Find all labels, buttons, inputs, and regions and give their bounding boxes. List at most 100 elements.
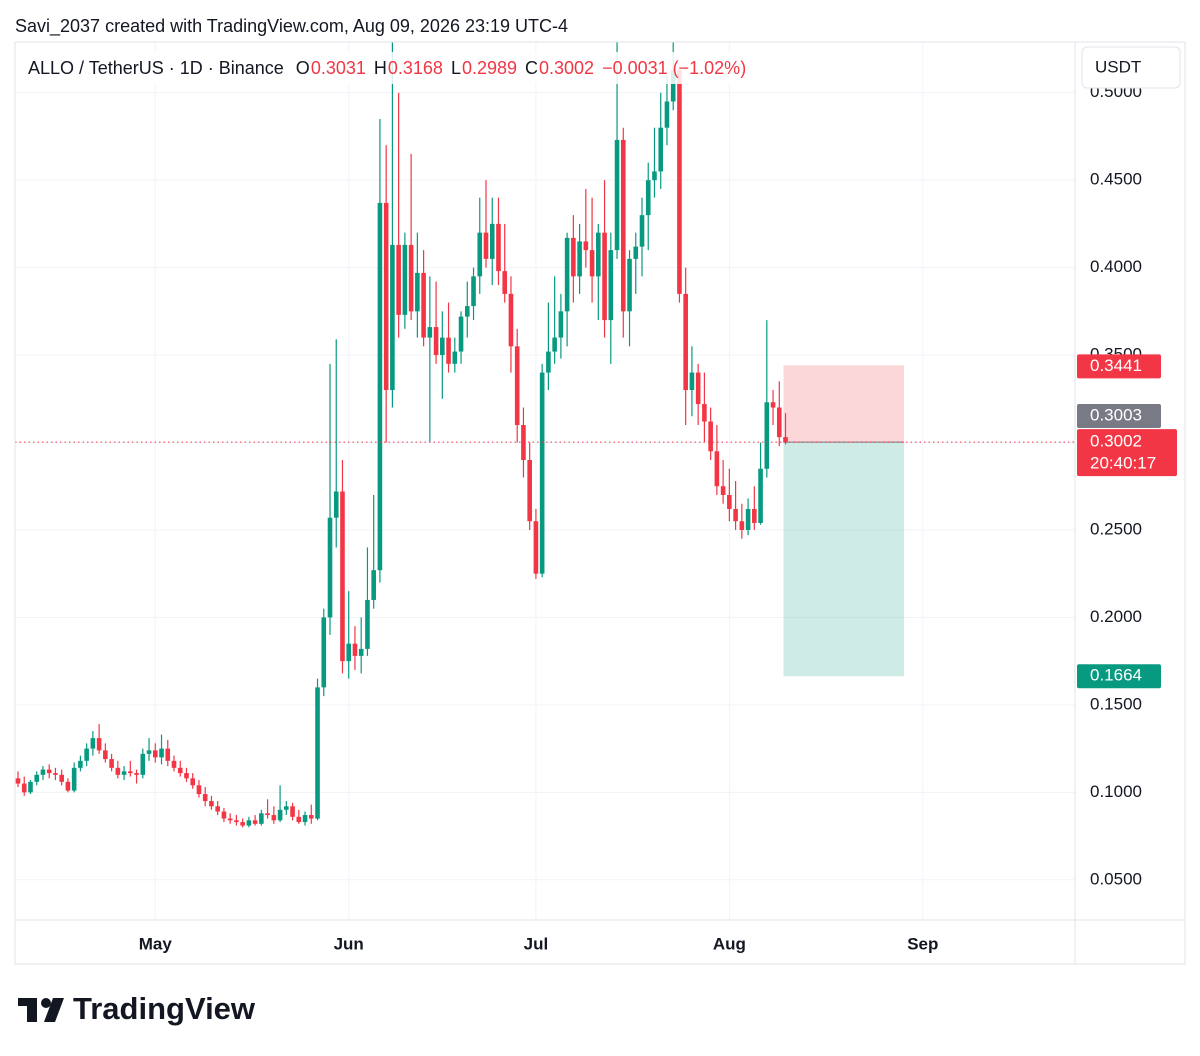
legend-ohlc-label: H xyxy=(374,58,387,78)
candle-body xyxy=(664,101,670,128)
candle-body xyxy=(752,508,757,523)
legend-change: −0.0031 (−1.02%) xyxy=(602,58,746,78)
candle-body xyxy=(215,806,220,812)
candle-body xyxy=(446,337,451,364)
candle-body xyxy=(477,232,483,277)
candle-body xyxy=(221,811,227,819)
candle-body xyxy=(259,813,264,824)
candle-body xyxy=(171,760,177,768)
candle-body xyxy=(783,437,788,443)
candle-body xyxy=(290,806,295,817)
candle-body xyxy=(240,822,245,826)
logo-shape xyxy=(27,998,37,1022)
candle-body xyxy=(433,327,439,356)
candle-body xyxy=(514,346,520,426)
candle-body xyxy=(346,643,352,662)
price-tags: 0.3441 0.3003 0.1664 0.3002 20:40:17 xyxy=(1077,354,1177,689)
y-tick-label: 0.4000 xyxy=(1090,257,1142,276)
target-zone xyxy=(783,442,905,677)
candle-body xyxy=(627,258,632,312)
candle-body xyxy=(53,773,58,775)
candle-body xyxy=(683,293,688,391)
x-tick-label: Jun xyxy=(334,934,364,953)
candle-body xyxy=(152,750,158,758)
candle-body xyxy=(327,517,333,618)
frame-border xyxy=(14,41,1186,965)
candle-body xyxy=(40,769,46,775)
candle-body xyxy=(128,771,133,774)
stop-tag: 0.3441 xyxy=(1090,356,1142,375)
candle-body xyxy=(695,372,701,405)
candle-body xyxy=(308,815,314,819)
candle-body xyxy=(234,820,239,823)
candle-body xyxy=(333,491,339,518)
candle-body xyxy=(146,750,152,754)
candle-body xyxy=(365,599,370,649)
candle-body xyxy=(271,815,277,821)
candle-body xyxy=(602,232,607,321)
candle-body xyxy=(302,815,308,823)
candle-body xyxy=(596,232,601,277)
x-tick-label: Aug xyxy=(713,934,746,953)
candle-body xyxy=(702,404,707,422)
candle-body xyxy=(720,486,726,495)
candle-body xyxy=(65,781,71,791)
candle-body xyxy=(390,244,395,391)
currency-label[interactable]: USDT xyxy=(1095,57,1141,76)
candle-body xyxy=(96,738,102,751)
brand-name: TradingView xyxy=(73,991,256,1026)
candle-body xyxy=(402,244,408,315)
candle-body xyxy=(564,237,570,312)
candle-body xyxy=(589,250,595,277)
candle-body xyxy=(645,180,651,216)
y-tick-label: 0.1500 xyxy=(1090,694,1142,713)
candle-body xyxy=(315,687,320,819)
marker-tag-bg xyxy=(1077,403,1161,428)
legend-ohlc-value: 0.3031 xyxy=(311,58,366,78)
x-tick-label: Sep xyxy=(907,934,938,953)
legend-line: ALLO / TetherUS · 1D · Binance O0.3031 H0.… xyxy=(28,58,746,78)
candle-body xyxy=(284,806,289,810)
candle-body xyxy=(165,748,171,761)
brand-logo: TradingView xyxy=(18,991,256,1026)
candle-body xyxy=(59,774,64,782)
candle-body xyxy=(464,306,470,317)
y-tick-label: 0.4500 xyxy=(1090,170,1142,189)
currency-button[interactable] xyxy=(1081,46,1181,89)
candle-body xyxy=(427,327,433,338)
candle-body xyxy=(533,521,539,574)
candle-body xyxy=(727,494,732,509)
candle-body xyxy=(377,202,383,571)
candle-body xyxy=(708,421,713,452)
candle-body xyxy=(502,271,508,294)
candle-body xyxy=(134,773,139,775)
legend-ohlc-value: 0.2989 xyxy=(462,58,517,78)
candle-body xyxy=(521,425,526,461)
y-tick-label: 0.0500 xyxy=(1090,869,1142,888)
candle-body xyxy=(489,223,495,259)
candle-body xyxy=(577,241,582,277)
candle-body xyxy=(296,816,302,823)
candle-body xyxy=(658,127,664,172)
candle-body xyxy=(28,781,33,793)
x-tick-label: May xyxy=(139,934,173,953)
candle-body xyxy=(103,750,108,760)
candles xyxy=(15,42,1075,828)
candle-body xyxy=(252,820,258,824)
candle-body xyxy=(546,351,551,373)
candle-body xyxy=(415,272,420,312)
candle-body xyxy=(109,759,114,768)
candle-body xyxy=(277,809,283,821)
currency-box[interactable]: USDT xyxy=(1081,46,1181,89)
candle-body xyxy=(71,767,77,791)
candle-body xyxy=(321,617,327,688)
candle-body xyxy=(471,276,476,307)
candle-body xyxy=(383,202,389,391)
candle-body xyxy=(340,491,345,662)
candle-body xyxy=(34,774,40,782)
candle-body xyxy=(396,244,401,315)
candle-body xyxy=(227,818,233,821)
candle-body xyxy=(670,69,676,102)
